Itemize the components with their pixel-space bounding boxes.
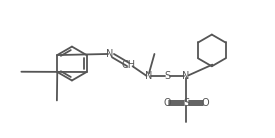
- Text: N: N: [106, 49, 114, 59]
- Text: O: O: [202, 98, 209, 108]
- Text: N: N: [145, 71, 153, 81]
- Text: S: S: [164, 71, 170, 81]
- Text: O: O: [163, 98, 171, 108]
- Text: S: S: [183, 98, 189, 108]
- Text: CH: CH: [122, 60, 136, 70]
- Text: N: N: [182, 71, 190, 81]
